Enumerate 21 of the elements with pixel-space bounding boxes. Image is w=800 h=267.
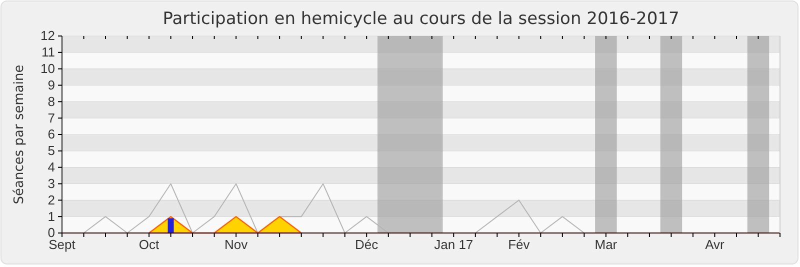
y-axis-title: Séances par semaine [12, 64, 27, 204]
y-tick-label: 2 [48, 192, 55, 208]
x-tick-label: Nov [224, 237, 248, 252]
x-tick-label: Avr [705, 237, 726, 252]
y-tick-label: 12 [40, 28, 55, 44]
x-tick-label: Jan 17 [434, 237, 474, 252]
y-tick-label: 8 [48, 94, 55, 109]
y-tick-label: 7 [48, 110, 55, 126]
x-tick-label: Fév [508, 237, 530, 252]
x-tick-label: Déc [355, 237, 379, 252]
chart-title: Participation en hemicycle au cours de la session 2016-2017 [162, 9, 680, 29]
x-tick-label: Oct [138, 237, 160, 252]
y-tick-label: 10 [40, 60, 55, 76]
y-tick-label: 11 [42, 44, 55, 60]
y-tick-label: 4 [48, 159, 55, 174]
y-tick-label: 9 [48, 77, 55, 92]
y-tick-label: 5 [48, 143, 55, 158]
y-tick-label: 1 [48, 208, 55, 224]
y-tick-label: 3 [48, 176, 55, 191]
x-tick-label: Mar [594, 237, 618, 252]
y-tick-label: 6 [48, 126, 55, 142]
